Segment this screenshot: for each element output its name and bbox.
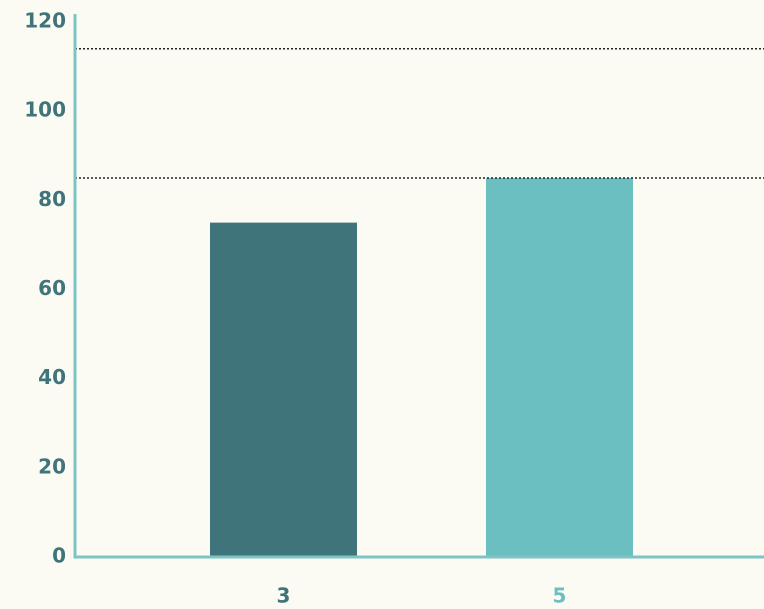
y-tick-label: 60 [38,276,66,300]
y-tick-label: 20 [38,454,66,478]
y-tick-label: 0 [52,544,66,568]
y-tick-label: 100 [24,98,66,122]
y-tick-label: 40 [38,365,66,389]
x-tick-label: 3 [277,584,291,608]
y-tick-label: 80 [38,187,66,211]
y-tick-label: 120 [24,9,66,33]
bar [486,178,633,557]
bar [210,222,357,557]
x-tick-label: 5 [553,584,567,608]
